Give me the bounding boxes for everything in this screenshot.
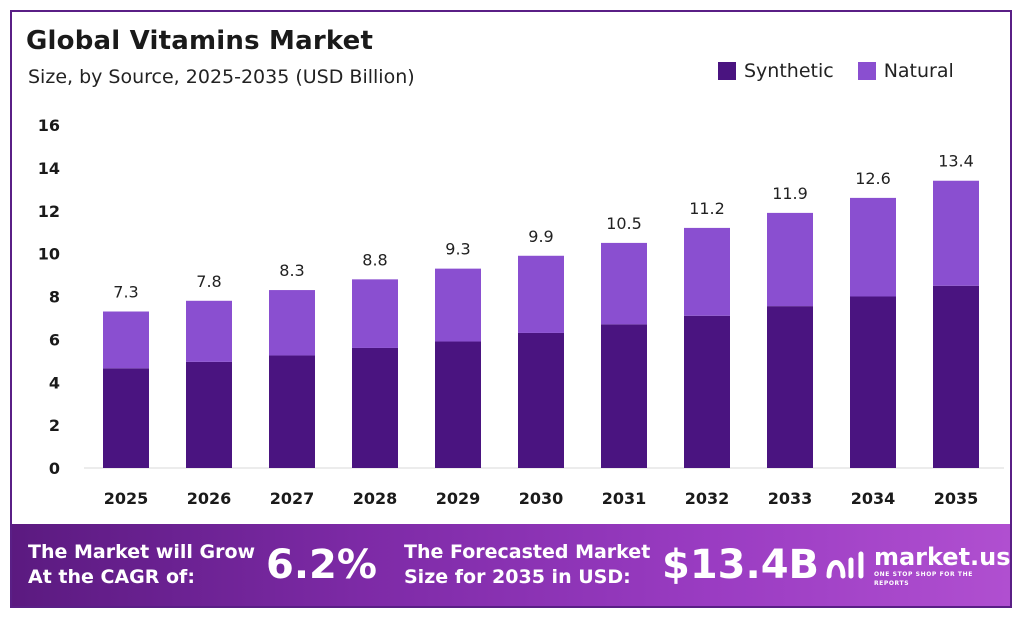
bar-synthetic-2035 xyxy=(933,285,979,468)
data-label-total: 12.6 xyxy=(855,169,891,188)
legend-item-natural: Natural xyxy=(857,60,954,82)
y-tick-label: 16 xyxy=(38,116,60,135)
cagr-value: 6.2% xyxy=(266,542,377,588)
market-us-logo-icon xyxy=(826,551,864,579)
forecast-label-line2: Size for 2035 in USD: xyxy=(404,566,631,588)
x-tick-label: 2030 xyxy=(519,489,564,508)
data-label-total: 7.8 xyxy=(196,272,221,291)
data-label-total: 8.3 xyxy=(279,261,304,280)
x-tick-label: 2032 xyxy=(685,489,730,508)
logo-name: market.us xyxy=(873,543,1011,571)
y-tick-label: 4 xyxy=(49,373,60,392)
bar-natural-2026 xyxy=(186,300,232,362)
bar-natural-2031 xyxy=(601,242,647,325)
bar-natural-2034 xyxy=(850,197,896,297)
data-label-total: 13.4 xyxy=(938,152,974,171)
x-tick-label: 2029 xyxy=(436,489,481,508)
x-tick-label: 2035 xyxy=(934,489,979,508)
x-tick-label: 2025 xyxy=(104,489,149,508)
data-label-total: 9.3 xyxy=(445,240,470,259)
forecast-label: The Forecasted Market Size for 2035 in U… xyxy=(404,540,664,590)
chart-legend: Synthetic Natural xyxy=(718,60,978,82)
bar-natural-2035 xyxy=(933,180,979,286)
x-tick-label: 2026 xyxy=(187,489,232,508)
bar-natural-2028 xyxy=(352,279,398,348)
bar-natural-2032 xyxy=(684,227,730,316)
bar-natural-2033 xyxy=(767,212,813,307)
x-tick-label: 2028 xyxy=(353,489,398,508)
bar-synthetic-2029 xyxy=(435,341,481,468)
data-label-total: 10.5 xyxy=(606,214,642,233)
legend-item-synthetic: Synthetic xyxy=(718,60,834,82)
bar-synthetic-2033 xyxy=(767,306,813,468)
bar-synthetic-2026 xyxy=(186,361,232,468)
market-us-logo: market.us ONE STOP SHOP FOR THE REPORTS xyxy=(824,544,1011,588)
chart-frame: Global Vitamins Market Size, by Source, … xyxy=(10,10,1012,608)
x-tick-label: 2034 xyxy=(851,489,896,508)
data-label-total: 7.3 xyxy=(113,283,138,302)
legend-swatch-synthetic xyxy=(718,62,736,80)
x-tick-label: 2027 xyxy=(270,489,315,508)
bar-synthetic-2032 xyxy=(684,315,730,468)
cagr-label: The Market will Grow At the CAGR of: xyxy=(28,540,288,590)
data-label-total: 11.2 xyxy=(689,199,725,218)
y-tick-label: 8 xyxy=(49,288,60,307)
x-tick-label: 2031 xyxy=(602,489,647,508)
y-tick-label: 14 xyxy=(38,159,60,178)
bar-synthetic-2028 xyxy=(352,347,398,468)
y-tick-label: 10 xyxy=(38,245,60,264)
bar-natural-2025 xyxy=(103,311,149,369)
x-tick-label: 2033 xyxy=(768,489,813,508)
legend-label-natural: Natural xyxy=(883,60,954,82)
y-tick-label: 0 xyxy=(49,459,60,478)
data-label-total: 9.9 xyxy=(528,227,553,246)
chart-title: Global Vitamins Market xyxy=(26,26,374,56)
data-label-total: 11.9 xyxy=(772,184,808,203)
bar-synthetic-2025 xyxy=(103,368,149,468)
forecast-value: $13.4B xyxy=(662,542,820,588)
chart-subtitle: Size, by Source, 2025-2035 (USD Billion) xyxy=(28,66,415,88)
y-tick-label: 2 xyxy=(49,416,60,435)
bar-synthetic-2030 xyxy=(518,332,564,468)
legend-swatch-natural xyxy=(857,62,876,80)
logo-tagline: ONE STOP SHOP FOR THE REPORTS xyxy=(873,571,973,587)
summary-banner: The Market will Grow At the CAGR of: 6.2… xyxy=(12,524,1011,606)
data-label-total: 8.8 xyxy=(362,250,387,269)
legend-label-synthetic: Synthetic xyxy=(744,60,834,82)
bar-synthetic-2031 xyxy=(601,324,647,468)
cagr-label-line1: The Market will Grow xyxy=(28,541,256,563)
bar-synthetic-2027 xyxy=(269,355,315,468)
y-tick-label: 6 xyxy=(49,330,60,349)
bar-natural-2027 xyxy=(269,290,315,356)
forecast-label-line1: The Forecasted Market xyxy=(404,541,651,563)
cagr-label-line2: At the CAGR of: xyxy=(28,566,195,588)
bar-natural-2029 xyxy=(435,268,481,342)
stacked-bar-chart: 0 2 4 6 8 10 12 14 16 7.3 2025 7.8 2026 8.3 2027 8.8 202… xyxy=(38,116,1004,508)
bar-natural-2030 xyxy=(518,255,564,333)
bar-synthetic-2034 xyxy=(850,296,896,468)
y-tick-label: 12 xyxy=(38,202,60,221)
